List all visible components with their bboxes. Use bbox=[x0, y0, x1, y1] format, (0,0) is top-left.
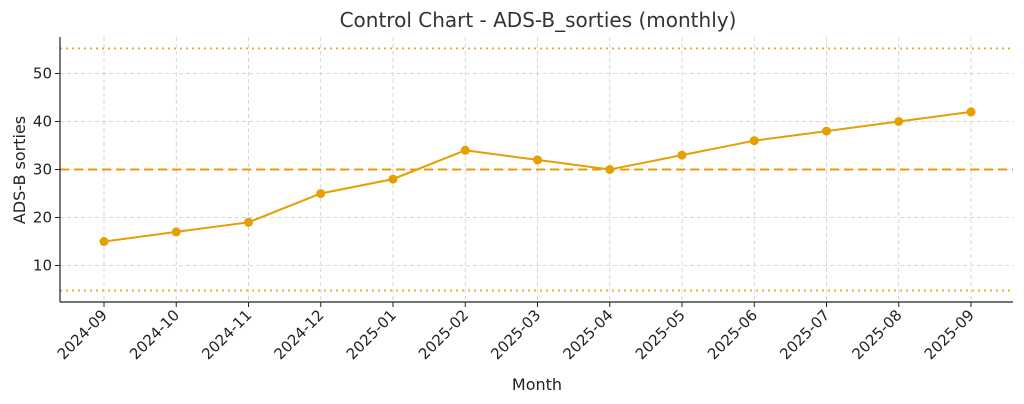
data-point-2024-10 bbox=[171, 227, 181, 237]
y-tick-label: 10 bbox=[33, 257, 52, 275]
y-tick-label: 20 bbox=[33, 209, 52, 227]
x-tick-label: 2024-10 bbox=[126, 306, 183, 363]
x-tick-label: 2025-07 bbox=[776, 306, 833, 363]
y-tick-label: 50 bbox=[33, 64, 52, 82]
y-axis-label: ADS-B sorties bbox=[10, 116, 29, 224]
x-tick-label: 2024-11 bbox=[198, 306, 255, 363]
x-tick-label: 2025-02 bbox=[415, 306, 472, 363]
data-point-2025-05 bbox=[677, 150, 687, 160]
x-tick-label: 2025-03 bbox=[487, 306, 544, 363]
data-point-2025-06 bbox=[749, 136, 759, 146]
x-tick-label: 2025-01 bbox=[343, 306, 400, 363]
chart-title: Control Chart - ADS-B_sorties (monthly) bbox=[340, 8, 737, 32]
data-point-2024-11 bbox=[244, 217, 253, 227]
x-tick-label: 2024-12 bbox=[271, 306, 328, 363]
x-tick-label: 2025-06 bbox=[704, 306, 761, 363]
axes: 10 20 30 40 50 2024-09 2024-10 2024-11 2024-12 20… bbox=[33, 37, 1013, 363]
x-axis-label: Month bbox=[512, 375, 562, 394]
data-point-2024-12 bbox=[316, 189, 326, 199]
x-tick-label: 2024-09 bbox=[54, 306, 111, 363]
y-tick-label: 30 bbox=[33, 161, 52, 179]
data-point-2025-01 bbox=[388, 174, 398, 184]
x-tick-label: 2025-08 bbox=[849, 306, 906, 363]
data-point-2025-09 bbox=[966, 107, 976, 117]
data-point-2025-03 bbox=[533, 155, 542, 165]
control-limit-lines bbox=[60, 47, 1013, 292]
data-point-2025-07 bbox=[822, 126, 831, 136]
data-point-2025-08 bbox=[894, 116, 904, 126]
x-tick-label: 2025-04 bbox=[560, 306, 617, 363]
data-point-2024-09 bbox=[99, 237, 109, 247]
x-tick-label: 2025-05 bbox=[632, 306, 689, 363]
data-point-2025-04 bbox=[605, 165, 615, 174]
data-point-2025-02 bbox=[460, 145, 470, 155]
y-tick-label: 40 bbox=[33, 112, 52, 130]
x-tick-label: 2025-09 bbox=[921, 306, 978, 363]
data-series bbox=[99, 107, 976, 247]
